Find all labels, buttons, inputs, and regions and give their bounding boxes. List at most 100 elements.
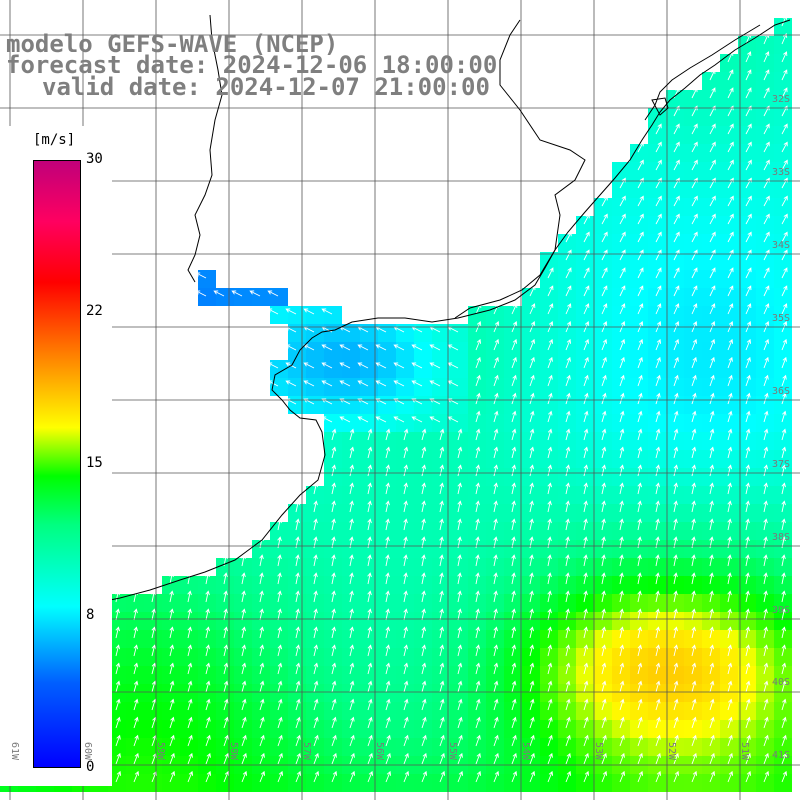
wind-arrow — [745, 267, 752, 279]
wind-cell — [342, 396, 360, 414]
wind-arrow — [115, 734, 121, 747]
wind-cell — [666, 720, 684, 738]
wind-arrow — [313, 572, 318, 585]
wind-cell — [306, 630, 324, 648]
wind-arrow — [439, 626, 444, 639]
wind-arrow — [781, 231, 788, 243]
wind-cell — [702, 396, 720, 414]
wind-cell — [756, 558, 774, 576]
wind-arrow — [457, 590, 462, 603]
wind-cell — [306, 396, 324, 414]
wind-cell — [612, 702, 630, 720]
wind-cell — [720, 378, 738, 396]
wind-arrow — [763, 572, 768, 585]
wind-arrow — [331, 770, 338, 783]
wind-cell — [324, 576, 342, 594]
wind-cell — [504, 504, 522, 522]
wind-arrow — [673, 770, 680, 783]
wind-cell — [198, 738, 216, 756]
wind-arrow — [655, 590, 660, 603]
wind-arrow — [313, 644, 319, 657]
wind-arrow — [763, 644, 769, 657]
wind-cell — [414, 450, 432, 468]
wind-cell — [558, 630, 576, 648]
wind-cell — [630, 414, 648, 432]
wind-cell — [324, 450, 342, 468]
wind-cell — [576, 324, 594, 342]
wind-cell — [630, 522, 648, 540]
wind-arrow — [493, 410, 499, 423]
wind-cell — [756, 414, 774, 432]
wind-cell — [540, 378, 558, 396]
wind-cell — [666, 144, 684, 162]
wind-cell — [342, 594, 360, 612]
wind-arrow — [709, 626, 714, 639]
wind-cell — [360, 666, 378, 684]
wind-arrow — [781, 644, 787, 657]
wind-cell — [450, 558, 468, 576]
wind-cell — [684, 90, 702, 108]
wind-arrow — [169, 680, 175, 693]
lon-label: 57W — [301, 742, 312, 761]
wind-arrow — [655, 285, 662, 297]
wind-cell — [630, 540, 648, 558]
wind-arrow — [403, 572, 408, 585]
wind-cell — [774, 576, 792, 594]
wind-arrow — [295, 590, 300, 603]
wind-arrow — [781, 356, 787, 369]
wind-cell — [756, 612, 774, 630]
wind-cell — [738, 288, 756, 306]
wind-cell — [558, 666, 576, 684]
wind-arrow — [637, 303, 644, 315]
wind-cell — [756, 108, 774, 126]
wind-arrow — [529, 428, 535, 441]
wind-cell — [342, 540, 360, 558]
wind-cell — [522, 396, 540, 414]
wind-arrow — [393, 344, 405, 351]
lat-label: 35S — [772, 313, 791, 324]
wind-arrow — [691, 662, 697, 675]
wind-cell — [756, 342, 774, 360]
wind-arrow — [403, 770, 410, 783]
wind-cell — [738, 72, 756, 90]
wind-arrow — [403, 716, 409, 729]
wind-arrow — [295, 644, 301, 657]
wind-cell — [630, 450, 648, 468]
wind-arrow — [511, 644, 517, 657]
wind-cell — [666, 558, 684, 576]
wind-arrow — [511, 500, 516, 513]
wind-cell — [594, 630, 612, 648]
wind-arrow — [529, 392, 535, 405]
wind-arrow — [763, 428, 769, 441]
wind-cell — [576, 432, 594, 450]
wind-arrow — [295, 752, 301, 765]
wind-arrow — [601, 356, 607, 369]
wind-arrow — [547, 500, 552, 513]
wind-cell — [594, 360, 612, 378]
wind-cell — [324, 630, 342, 648]
wind-cell — [414, 630, 432, 648]
wind-arrow — [619, 446, 625, 459]
wind-cell — [558, 594, 576, 612]
wind-cell — [684, 612, 702, 630]
wind-cell — [648, 234, 666, 252]
wind-cell — [378, 504, 396, 522]
colorbar-unit: [m/s] — [33, 132, 76, 148]
wind-arrow — [547, 464, 553, 477]
wind-arrow — [619, 770, 626, 783]
wind-arrow — [601, 428, 607, 441]
wind-cell — [360, 702, 378, 720]
wind-cell — [630, 648, 648, 666]
wind-arrow — [357, 416, 369, 423]
wind-cell — [450, 648, 468, 666]
wind-cell — [288, 378, 306, 396]
wind-cell — [576, 774, 594, 792]
wind-cell — [378, 360, 396, 378]
wind-arrow — [439, 716, 445, 729]
wind-arrow — [547, 734, 553, 747]
wind-cell — [540, 612, 558, 630]
wind-cell — [558, 306, 576, 324]
wind-arrow — [115, 662, 121, 675]
wind-arrow — [511, 752, 517, 765]
